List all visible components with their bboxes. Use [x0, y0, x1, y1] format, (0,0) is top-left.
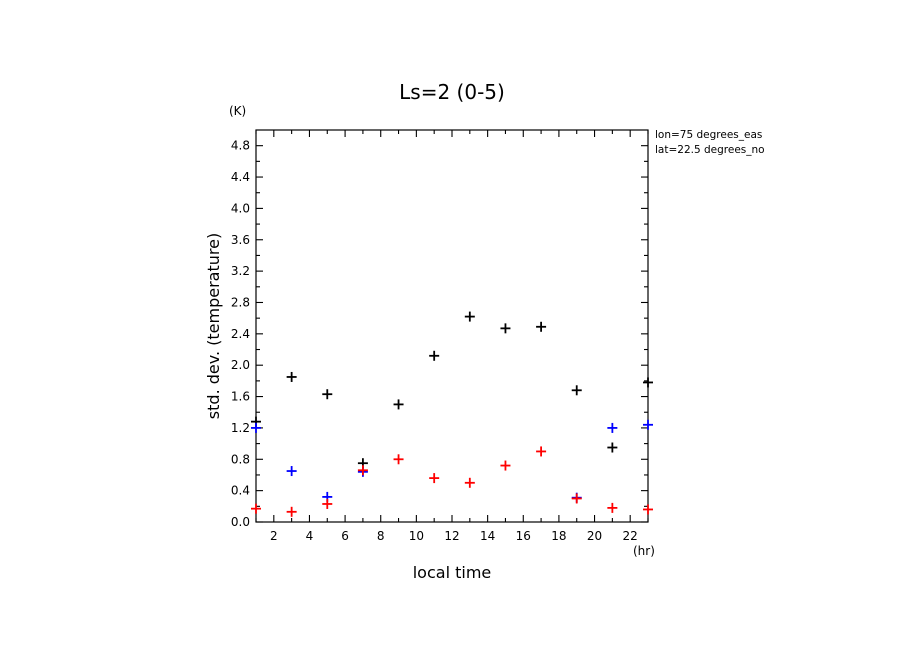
- x-tick-label: 16: [516, 529, 531, 543]
- y-unit-label: (K): [229, 104, 246, 118]
- info-line-lat: lat=22.5 degrees_no: [655, 144, 765, 156]
- x-tick-label: 6: [341, 529, 349, 543]
- data-point: [607, 502, 618, 513]
- data-point: [571, 493, 582, 504]
- data-point: [500, 460, 511, 471]
- y-tick-label: 2.8: [231, 295, 250, 309]
- x-unit-label: (hr): [633, 544, 655, 558]
- x-tick-label: 22: [623, 529, 638, 543]
- data-point: [322, 498, 333, 509]
- y-tick-label: 2.0: [231, 358, 250, 372]
- data-markers: [251, 311, 653, 517]
- y-tick-label: 4.4: [231, 170, 250, 184]
- data-point: [393, 399, 404, 410]
- x-tick-label: 4: [306, 529, 314, 543]
- y-tick-label: 4.8: [231, 139, 250, 153]
- data-point: [357, 465, 368, 476]
- x-tick-label: 14: [480, 529, 495, 543]
- y-axis-label: std. dev. (temperature): [204, 233, 223, 419]
- data-point: [393, 454, 404, 465]
- x-axis-label: local time: [413, 563, 492, 582]
- data-point: [286, 371, 297, 382]
- y-tick-label: 0.4: [231, 484, 250, 498]
- data-point: [464, 311, 475, 322]
- x-tick-label: 10: [409, 529, 424, 543]
- x-tick-label: 20: [587, 529, 602, 543]
- y-tick-label: 0.0: [231, 515, 250, 529]
- data-point: [286, 466, 297, 477]
- x-tick-label: 12: [444, 529, 459, 543]
- data-point: [536, 446, 547, 457]
- y-tick-label: 1.2: [231, 421, 250, 435]
- data-point: [643, 377, 653, 388]
- y-tick-label: 3.6: [231, 233, 250, 247]
- y-tick-label: 1.6: [231, 390, 250, 404]
- data-point: [571, 385, 582, 396]
- y-tick-label: 4.0: [231, 201, 250, 215]
- data-point: [536, 321, 547, 332]
- x-tick-label: 18: [551, 529, 566, 543]
- y-tick-label: 0.8: [231, 452, 250, 466]
- x-tick-label: 8: [377, 529, 385, 543]
- info-line-lon: lon=75 degrees_eas: [655, 129, 762, 141]
- data-point: [429, 473, 440, 484]
- y-tick-label: 3.2: [231, 264, 250, 278]
- data-point: [251, 422, 261, 433]
- axis-ticks: 2 4 6 8 10 12 14 16 18 20 22 0.0 0.4 0.8 1.2 1.6 2.0 2.4 2…: [231, 130, 649, 543]
- data-point: [322, 389, 333, 400]
- data-point: [607, 442, 618, 453]
- data-point: [607, 422, 618, 433]
- data-point: [464, 477, 475, 488]
- x-tick-label: 2: [270, 529, 278, 543]
- data-point: [286, 506, 297, 517]
- data-point: [429, 350, 440, 361]
- data-point: [643, 419, 653, 430]
- plot-frame: [255, 129, 649, 523]
- data-point: [251, 503, 261, 514]
- chart-title: Ls=2 (0-5): [399, 80, 505, 104]
- data-point: [500, 323, 511, 334]
- data-point: [643, 504, 653, 515]
- y-tick-label: 2.4: [231, 327, 250, 341]
